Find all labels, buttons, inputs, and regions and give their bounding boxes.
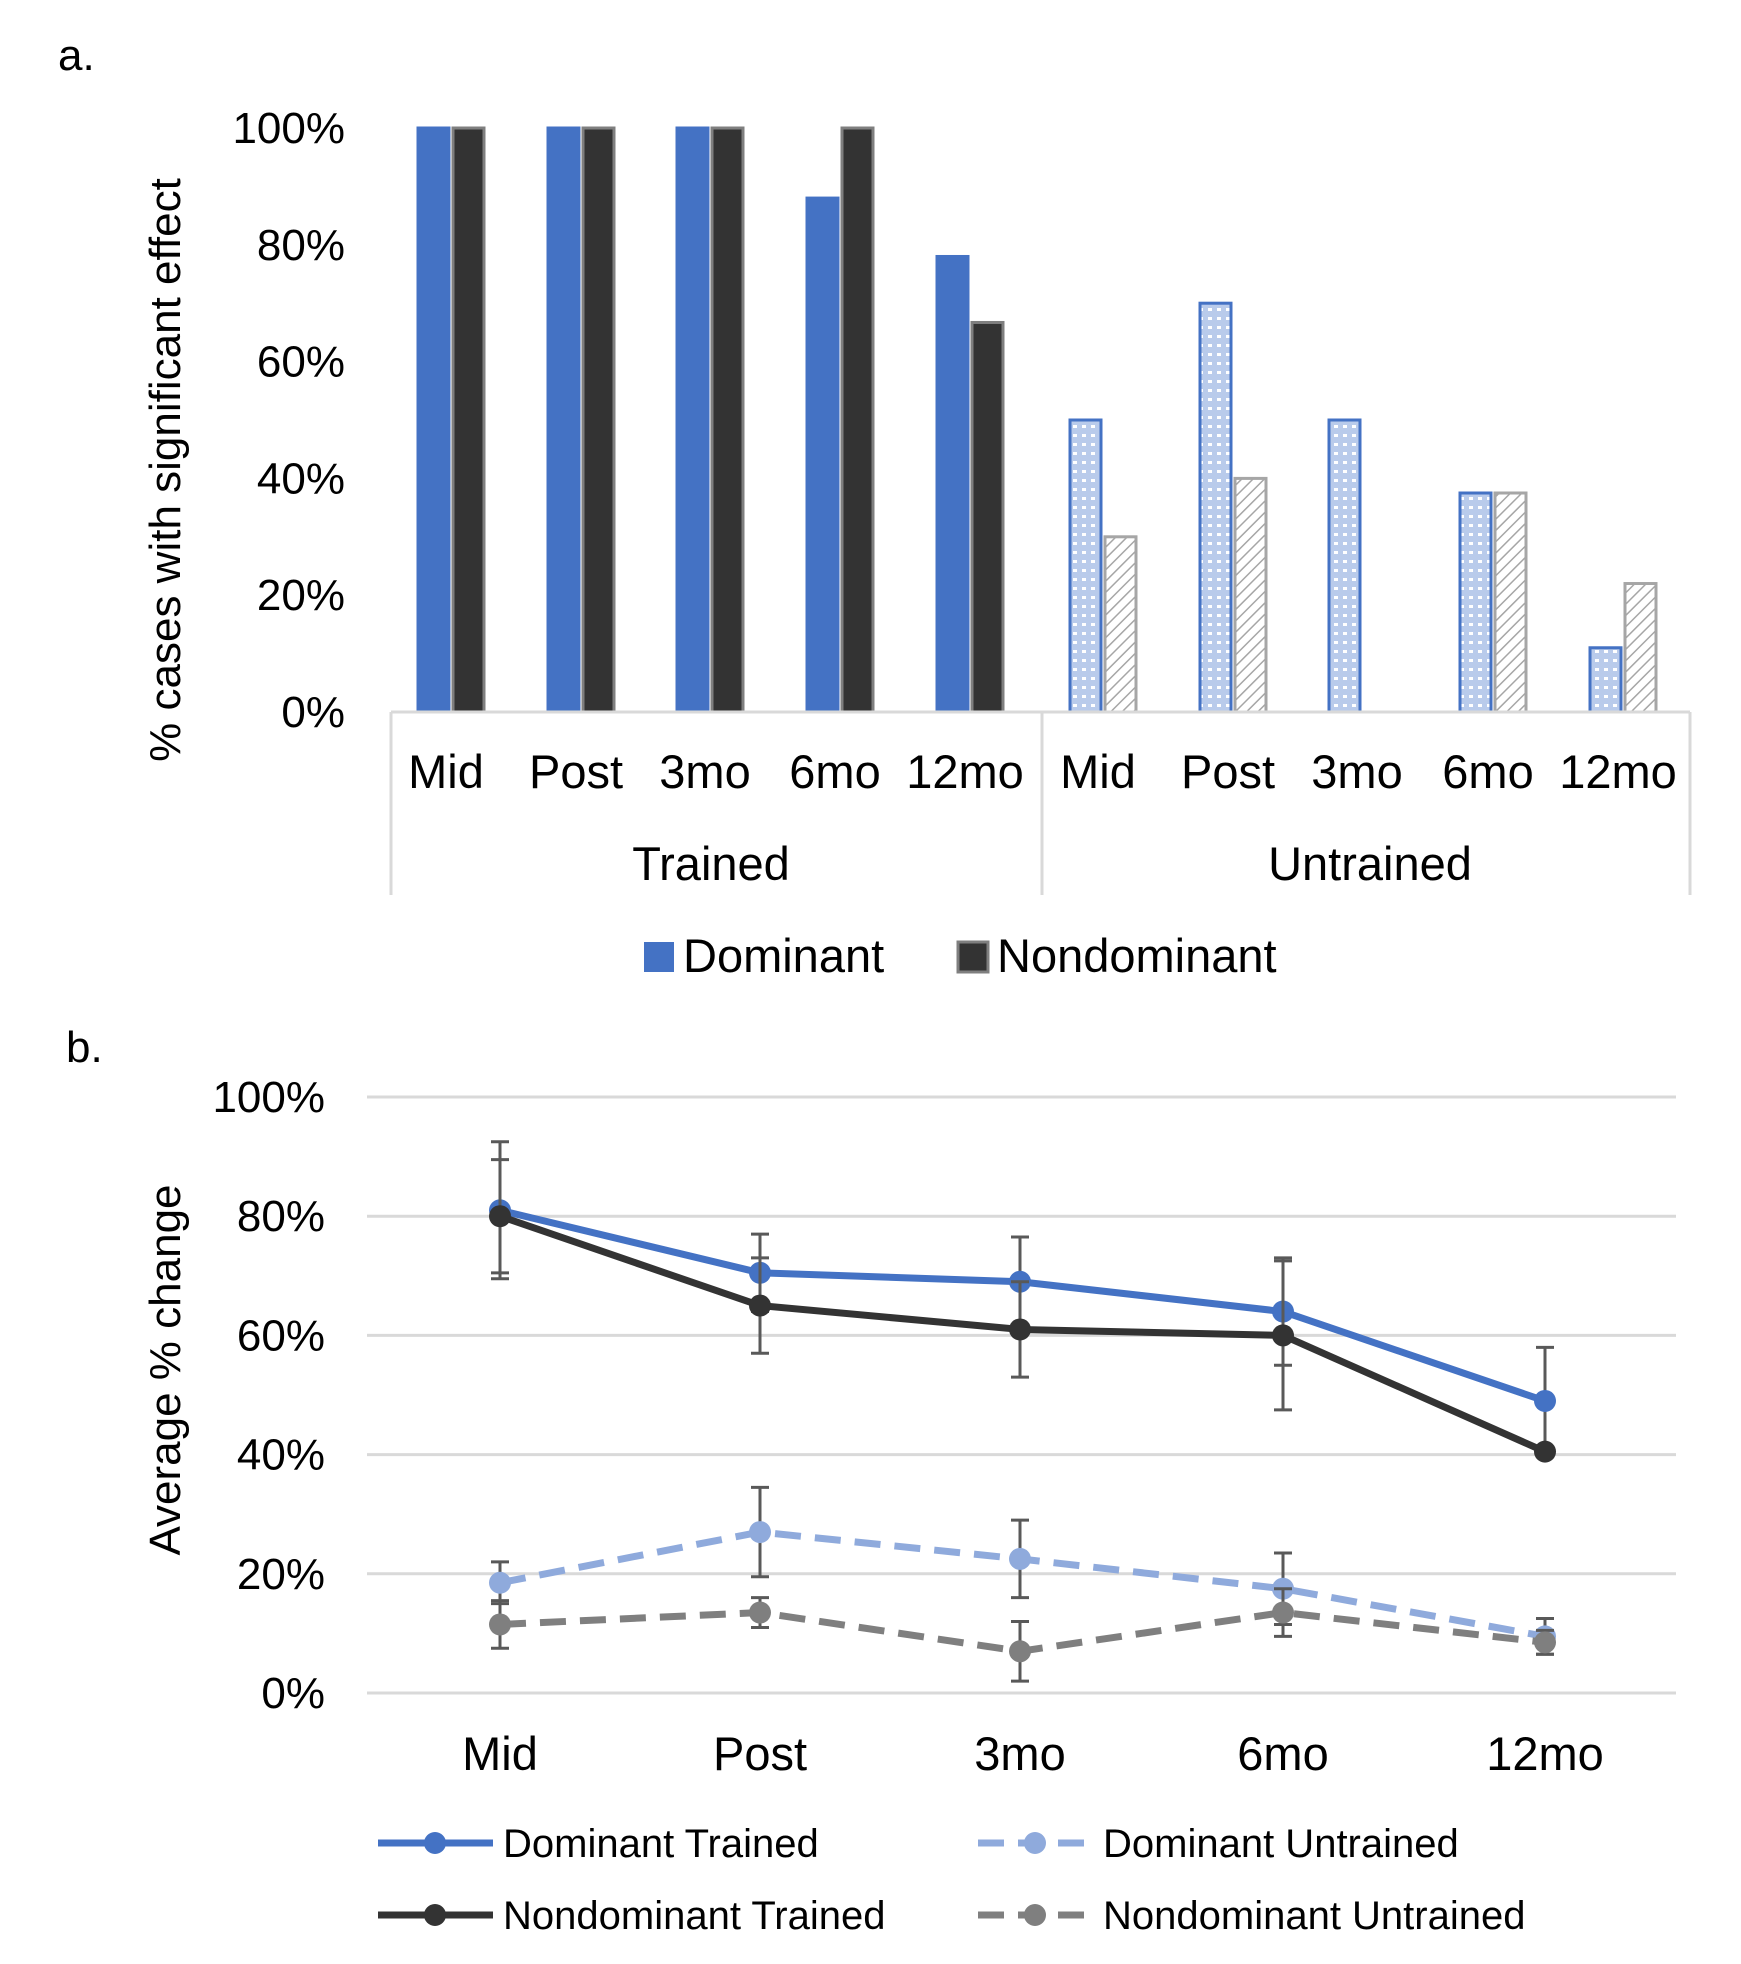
chart-a: a. % cases with significant effect 0% 20%… [58, 31, 1692, 982]
bar-trained-6mo-nondominant [840, 126, 875, 714]
bar-untrained-12mo-dominant [1588, 646, 1623, 714]
data-point [749, 1601, 771, 1624]
legend-label-nondominant: Nondominant [997, 929, 1277, 982]
y-axis-title-b: Average % change [141, 1184, 190, 1555]
x-tick-label-a: Post [1181, 745, 1275, 798]
bar-trained-3mo-nondominant [710, 126, 745, 714]
y-tick-label-a: 60% [257, 338, 345, 387]
x-tick-label-b: 6mo [1237, 1727, 1328, 1780]
data-point [1534, 1631, 1556, 1654]
x-tick-label-a: Mid [408, 745, 484, 798]
group-label-untrained: Untrained [1268, 837, 1472, 890]
bars-a [416, 126, 1658, 714]
y-tick-label-a: 40% [257, 454, 345, 503]
series-lines-b [489, 1140, 1556, 1683]
data-point [489, 1571, 511, 1594]
y-tick-label-b: 20% [237, 1550, 325, 1599]
y-tick-label-b: 80% [237, 1192, 325, 1241]
legend-dominant-trained-label: Dominant Trained [503, 1822, 819, 1866]
x-tick-label-b: 12mo [1486, 1727, 1604, 1780]
legend-swatch-nondominant [956, 940, 990, 974]
data-point [1534, 1440, 1556, 1463]
bar-trained-post-dominant [546, 126, 581, 714]
group-label-trained: Trained [632, 837, 790, 890]
y-tick-label-a: 100% [232, 104, 345, 153]
data-point [489, 1613, 511, 1636]
legend-b: Dominant Trained Dominant Untrained Nondom… [378, 1822, 1525, 1938]
x-tick-label-a: Mid [1060, 745, 1136, 798]
x-tick-label-a: 6mo [1442, 745, 1533, 798]
data-point [749, 1521, 771, 1544]
y-tick-label-a: 20% [257, 571, 345, 620]
panel-label-a: a. [58, 31, 95, 80]
data-point [1534, 1389, 1556, 1412]
bar-trained-post-nondominant [581, 126, 616, 714]
bar-trained-mid-nondominant [451, 126, 486, 714]
y-tick-label-b: 40% [237, 1431, 325, 1480]
legend-nondominant-untrained-label: Nondominant Untrained [1103, 1894, 1525, 1938]
chart-b: b. Average % change 0% 20% 40% 60% 80% 100% M… [66, 1023, 1676, 1938]
series-dominant-trained [489, 1140, 1556, 1457]
x-tick-label-a: 12mo [1559, 745, 1677, 798]
y-tick-label-a: 0% [281, 688, 345, 737]
bar-untrained-3mo-dominant [1327, 418, 1362, 714]
data-point [749, 1294, 771, 1317]
x-ticks-b: Mid Post 3mo 6mo 12mo [462, 1727, 1604, 1780]
legend-nondominant-trained-label: Nondominant Trained [503, 1894, 885, 1938]
data-point [1009, 1318, 1031, 1341]
data-point [1009, 1547, 1031, 1570]
bar-untrained-12mo-nondominant [1623, 582, 1658, 714]
legend-dominant-untrained-label: Dominant Untrained [1103, 1822, 1459, 1866]
legend-dominant-untrained-marker [1024, 1832, 1046, 1854]
bar-trained-3mo-dominant [675, 126, 710, 714]
y-axis-title-a: % cases with significant effect [141, 178, 190, 762]
panel-label-b: b. [66, 1023, 103, 1072]
bar-untrained-6mo-dominant [1458, 491, 1493, 714]
x-tick-label-a: 6mo [789, 745, 880, 798]
x-tick-label-a: 12mo [906, 745, 1024, 798]
series-dominant-untrained [489, 1485, 1556, 1656]
bar-trained-mid-dominant [416, 126, 451, 714]
x-tick-label-b: Mid [462, 1727, 538, 1780]
x-tick-label-b: Post [713, 1727, 807, 1780]
legend-dominant-trained-marker [424, 1832, 446, 1854]
bar-trained-12mo-nondominant [970, 320, 1005, 714]
bar-trained-6mo-dominant [805, 196, 840, 714]
legend-label-dominant: Dominant [683, 929, 884, 982]
bar-untrained-post-nondominant [1233, 476, 1268, 714]
legend-a: Dominant Nondominant [644, 929, 1277, 982]
x-tick-label-a: 3mo [659, 745, 750, 798]
series-nondominant-trained [489, 1158, 1556, 1463]
x-tick-label-b: 3mo [974, 1727, 1065, 1780]
data-point [1009, 1640, 1031, 1663]
y-tick-label-b: 60% [237, 1311, 325, 1360]
bar-untrained-mid-nondominant [1103, 535, 1138, 714]
bar-untrained-6mo-nondominant [1493, 491, 1528, 714]
y-tick-label-b: 100% [212, 1073, 325, 1122]
x-tick-label-a: Post [529, 745, 623, 798]
data-point [1272, 1601, 1294, 1624]
legend-swatch-dominant [644, 942, 674, 972]
legend-nondominant-trained-marker [424, 1904, 446, 1926]
x-axis-a: Mid Post 3mo 6mo 12mo Mid Post 3mo 6mo 12mo Traine… [389, 710, 1692, 895]
bar-untrained-post-dominant [1198, 301, 1233, 714]
legend-nondominant-untrained-marker [1024, 1904, 1046, 1926]
data-point [489, 1205, 511, 1228]
bar-untrained-mid-dominant [1068, 418, 1103, 714]
series-line [499, 1206, 1547, 1405]
data-point [1272, 1324, 1294, 1347]
y-tick-label-a: 80% [257, 221, 345, 270]
bar-trained-12mo-dominant [935, 254, 970, 714]
x-tick-label-a: 3mo [1311, 745, 1402, 798]
y-ticks-a: 0% 20% 40% 60% 80% 100% [232, 104, 345, 737]
y-tick-label-b: 0% [261, 1669, 325, 1718]
series-nondominant-untrained [489, 1587, 1556, 1683]
